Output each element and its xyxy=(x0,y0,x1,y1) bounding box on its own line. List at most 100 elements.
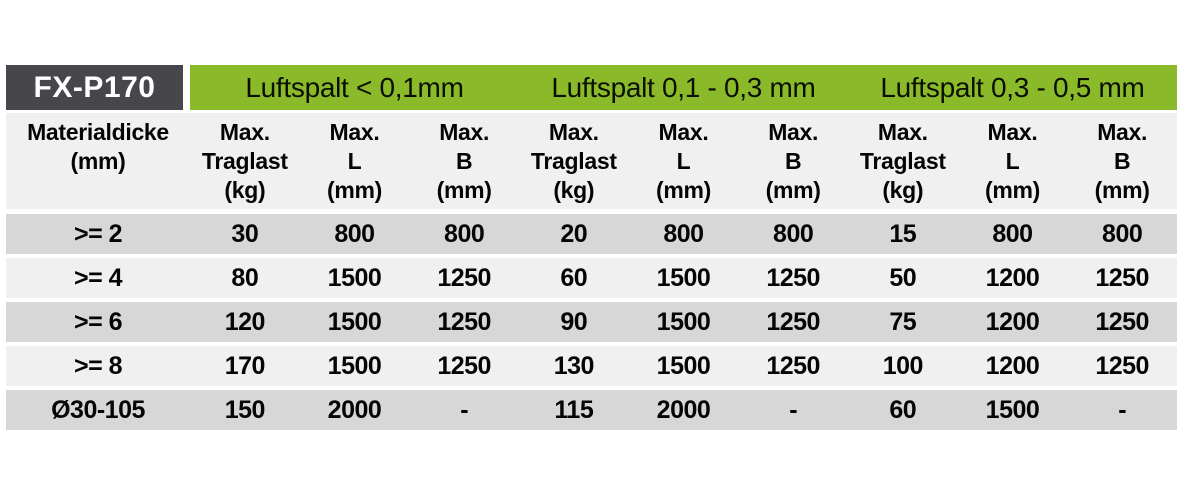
table-top-bar: FX-P170 Luftspalt < 0,1mm Luftspalt 0,1 … xyxy=(6,65,1177,110)
value-cell: 1250 xyxy=(766,264,820,292)
value-cell: - xyxy=(460,396,469,424)
value-cell: 800 xyxy=(992,220,1033,248)
value-cell: 60 xyxy=(889,396,917,424)
value-cell: 100 xyxy=(882,352,924,380)
column-header-line: B xyxy=(785,147,802,174)
column-header: Max. B (mm) xyxy=(1067,113,1177,209)
value-cell: 1500 xyxy=(985,396,1040,424)
value-cell: 75 xyxy=(889,308,917,336)
value-cell: 60 xyxy=(560,264,588,292)
column-header-line: B xyxy=(456,147,473,174)
material-cell: >= 4 xyxy=(73,264,123,292)
column-header: Max. L (mm) xyxy=(958,113,1068,209)
spec-row: >= 2 30 800 800 20 800 800 15 800 800 xyxy=(6,214,1177,254)
value-cell: 1250 xyxy=(437,352,491,380)
column-header-line: (mm) xyxy=(655,176,711,203)
value-cell: 1250 xyxy=(766,352,820,380)
value-cell: 800 xyxy=(1102,220,1143,248)
value-cell: 800 xyxy=(334,220,375,248)
column-header: Max. Traglast (kg) xyxy=(190,113,300,209)
column-header-line: L xyxy=(1005,147,1020,174)
column-header: Max. Traglast (kg) xyxy=(848,113,958,209)
column-header-line: Max. xyxy=(548,119,599,145)
column-header-line: Max. xyxy=(1097,119,1148,145)
column-header: Max. Traglast (kg) xyxy=(519,113,629,209)
value-cell: 800 xyxy=(663,220,704,248)
value-cell: 120 xyxy=(224,308,266,336)
column-header-line: Traglast xyxy=(530,147,617,174)
column-header-line: (kg) xyxy=(882,176,924,203)
column-header: Max. L (mm) xyxy=(629,113,739,209)
value-cell: 1200 xyxy=(985,308,1040,336)
column-header: Max. B (mm) xyxy=(409,113,519,209)
column-header-line: L xyxy=(347,147,362,174)
value-cell: 1500 xyxy=(327,264,382,292)
value-cell: 2000 xyxy=(327,396,382,424)
column-header-line: Max. xyxy=(439,119,490,145)
column-header-row: Materialdicke (mm) Max. Traglast (kg) Max. L… xyxy=(6,113,1177,209)
value-cell: 800 xyxy=(773,220,814,248)
material-cell: >= 8 xyxy=(73,352,123,380)
column-header-line: (mm) xyxy=(1094,176,1150,203)
column-header-line: Traglast xyxy=(859,147,946,174)
value-cell: 50 xyxy=(889,264,917,292)
value-cell: 1500 xyxy=(327,352,382,380)
column-header: Max. B (mm) xyxy=(738,113,848,209)
value-cell: 20 xyxy=(560,220,588,248)
top-bar-divider xyxy=(183,65,190,110)
value-cell: 1250 xyxy=(1095,352,1149,380)
material-cell: Ø30-105 xyxy=(51,396,145,424)
value-cell: 1200 xyxy=(985,264,1040,292)
value-cell: - xyxy=(789,396,798,424)
column-header-line: Max. xyxy=(329,119,380,145)
value-cell: 1500 xyxy=(327,308,382,336)
column-header: Max. L (mm) xyxy=(300,113,410,209)
value-cell: 1250 xyxy=(766,308,820,336)
spec-table: FX-P170 Luftspalt < 0,1mm Luftspalt 0,1 … xyxy=(6,65,1177,434)
column-header-line: (kg) xyxy=(553,176,595,203)
column-header-line: Max. xyxy=(877,119,928,145)
value-cell: 1250 xyxy=(1095,308,1149,336)
column-header-line: Max. xyxy=(658,119,709,145)
column-header-line: B xyxy=(1114,147,1131,174)
value-cell: 1500 xyxy=(656,264,711,292)
column-header-line: (kg) xyxy=(224,176,266,203)
value-cell: 1250 xyxy=(437,264,491,292)
material-cell: >= 6 xyxy=(73,308,123,336)
spec-row: >= 4 80 1500 1250 60 1500 1250 50 1200 1250 xyxy=(6,258,1177,298)
value-cell: 1500 xyxy=(656,308,711,336)
column-header-line: Max. xyxy=(219,119,270,145)
spec-row: >= 8 170 1500 1250 130 1500 1250 100 1200 1250 xyxy=(6,346,1177,386)
column-header-line: Traglast xyxy=(201,147,288,174)
material-header-title: Materialdicke xyxy=(27,119,169,145)
value-cell: 30 xyxy=(231,220,259,248)
column-header-line: (mm) xyxy=(984,176,1040,203)
value-cell: 1200 xyxy=(985,352,1040,380)
value-cell: 150 xyxy=(224,396,266,424)
column-header-line: Max. xyxy=(987,119,1038,145)
material-header-unit: (mm) xyxy=(70,147,126,174)
air-gap-section-label: Luftspalt 0,3 - 0,5 mm xyxy=(880,71,1145,103)
column-header-line: (mm) xyxy=(765,176,821,203)
value-cell: 1250 xyxy=(1095,264,1149,292)
table-body: >= 2 30 800 800 20 800 800 15 800 800 >= 4 80 1500 12… xyxy=(6,214,1177,430)
air-gap-header-bar: Luftspalt < 0,1mm Luftspalt 0,1 - 0,3 mm… xyxy=(190,65,1177,110)
column-header-line: Max. xyxy=(768,119,819,145)
value-cell: 170 xyxy=(224,352,266,380)
value-cell: 2000 xyxy=(656,396,711,424)
value-cell: 15 xyxy=(889,220,917,248)
material-cell: >= 2 xyxy=(73,220,123,248)
column-header-line: L xyxy=(676,147,691,174)
spec-row: Ø30-105 150 2000 - 115 2000 - 60 1500 - xyxy=(6,390,1177,430)
air-gap-section-label: Luftspalt 0,1 - 0,3 mm xyxy=(551,71,816,103)
material-column-header: Materialdicke (mm) xyxy=(6,113,190,209)
value-cell: 115 xyxy=(554,396,594,424)
value-cell: 1250 xyxy=(437,308,491,336)
column-header-line: (mm) xyxy=(326,176,382,203)
column-header-line: (mm) xyxy=(436,176,492,203)
value-cell: 1500 xyxy=(656,352,711,380)
value-cell: 130 xyxy=(553,352,595,380)
value-cell: 90 xyxy=(560,308,588,336)
value-cell: 80 xyxy=(231,264,259,292)
product-code: FX-P170 xyxy=(6,65,183,110)
